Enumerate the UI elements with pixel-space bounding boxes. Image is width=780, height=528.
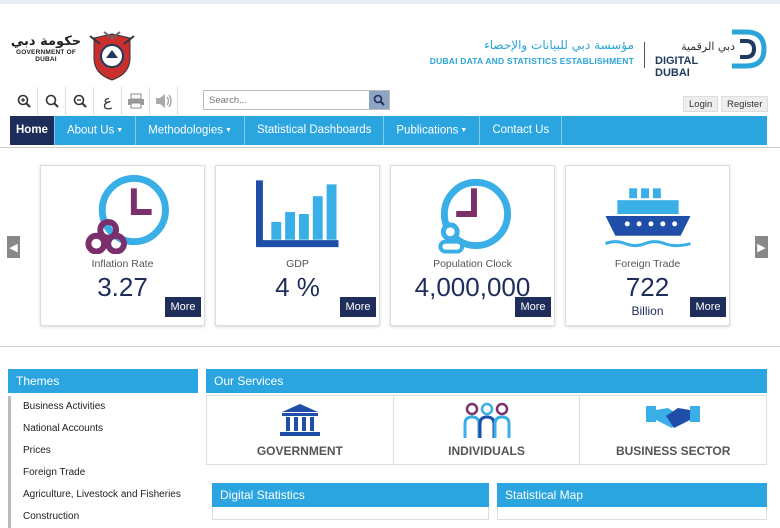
nav-publications-label: Publications — [396, 124, 459, 137]
theme-item[interactable]: Foreign Trade — [8, 462, 198, 484]
card-label: Population Clock — [433, 258, 512, 270]
theme-item[interactable]: Business Activities — [8, 396, 198, 418]
themes-header: Themes — [8, 369, 198, 393]
government-building-icon — [279, 404, 320, 436]
more-button[interactable]: More — [340, 297, 376, 317]
dd-ar-text: دبي الرقمية — [681, 40, 735, 53]
service-label: GOVERNMENT — [256, 444, 343, 458]
inflation-rate-icon — [85, 174, 169, 254]
more-button[interactable]: More — [515, 297, 551, 317]
magnifier-icon[interactable] — [38, 87, 66, 115]
card-label: Inflation Rate — [91, 258, 154, 270]
theme-item[interactable]: Agriculture, Livestock and Fisheries — [8, 484, 198, 506]
statistical-map-panel — [497, 507, 767, 520]
statistical-map-header[interactable]: Statistical Map — [497, 483, 767, 507]
arabic-glyph: ع — [103, 92, 112, 110]
chevron-left-icon: ◀ — [9, 241, 18, 254]
search-box — [203, 90, 390, 110]
more-button[interactable]: More — [165, 297, 201, 317]
digital-statistics-panel — [212, 507, 489, 520]
register-link[interactable]: Register — [721, 96, 769, 112]
card-unit: Billion — [631, 304, 664, 318]
nav-contact-label: Contact Us — [492, 124, 550, 136]
logo-divider — [644, 42, 645, 68]
site-header: حكومة دبي GOVERNMENT OF DUBAI — [0, 4, 780, 88]
nav-contact-us[interactable]: Contact Us — [480, 116, 563, 145]
gov-en-text: GOVERNMENT OF DUBAI — [15, 49, 77, 63]
handshake-icon — [646, 406, 701, 428]
zoom-in-icon[interactable] — [10, 87, 38, 115]
theme-item[interactable]: Construction — [8, 506, 198, 528]
nav-statistical-dashboards[interactable]: Statistical Dashboards — [245, 116, 385, 145]
main-nav: Home About Us ▼ Methodologies ▼ Statistica… — [10, 116, 767, 145]
government-of-dubai-logo[interactable]: حكومة دبي GOVERNMENT OF DUBAI — [6, 34, 86, 63]
card-value: 722 — [625, 272, 670, 302]
people-group-icon — [463, 402, 510, 438]
carousel-next-button[interactable]: ▶ — [755, 236, 768, 258]
chevron-right-icon: ▶ — [757, 241, 766, 254]
nav-methodologies[interactable]: Methodologies ▼ — [136, 116, 245, 145]
caret-down-icon: ▼ — [116, 127, 124, 134]
search-icon — [373, 94, 385, 106]
digital-dubai-logo[interactable]: دبي الرقمية DIGITAL DUBAI — [655, 40, 735, 79]
cargo-ship-icon — [604, 188, 691, 248]
nav-home-label: Home — [16, 124, 48, 136]
print-icon[interactable] — [122, 87, 150, 115]
speaker-icon[interactable] — [150, 87, 178, 115]
card-value: 3.27 — [97, 272, 148, 302]
services-panel: GOVERNMENT INDIVIDUALS BUSINESS SECTOR — [206, 395, 767, 465]
service-business-sector[interactable]: BUSINESS SECTOR — [580, 396, 766, 464]
dubai-emblem-icon — [89, 31, 135, 81]
theme-item[interactable]: Prices — [8, 440, 198, 462]
nav-about-us[interactable]: About Us ▼ — [55, 116, 137, 145]
dsc-logo[interactable]: مؤسسة دبي للبيانات والإحصاء DUBAI DATA A… — [418, 38, 634, 66]
card-label: Foreign Trade — [614, 258, 681, 270]
service-label: BUSINESS SECTOR — [615, 444, 731, 458]
service-individuals[interactable]: INDIVIDUALS — [394, 396, 581, 464]
card-value: 4,000,000 — [414, 272, 531, 302]
search-button[interactable] — [369, 91, 389, 109]
nav-about-label: About Us — [66, 124, 115, 137]
arabic-language-icon[interactable]: ع — [94, 87, 122, 115]
accessibility-toolbar: ع — [10, 86, 178, 116]
nav-publications[interactable]: Publications ▼ — [384, 116, 481, 145]
zoom-out-icon[interactable] — [66, 87, 94, 115]
top-strip — [0, 0, 780, 4]
nav-dashboards-label: Statistical Dashboards — [256, 124, 372, 136]
services-header: Our Services — [206, 369, 767, 393]
gdp-bar-chart-icon — [256, 180, 339, 248]
digital-statistics-header[interactable]: Digital Statistics — [212, 483, 489, 507]
card-label: GDP — [286, 258, 309, 270]
carousel-prev-button[interactable]: ◀ — [7, 236, 20, 258]
search-input[interactable] — [204, 91, 369, 109]
indicator-card-population: Population Clock 4,000,000 More — [390, 165, 555, 326]
service-label: INDIVIDUALS — [448, 444, 525, 458]
indicator-card-gdp: GDP 4 % More — [215, 165, 380, 326]
caret-down-icon: ▼ — [225, 127, 232, 134]
more-button[interactable]: More — [690, 297, 726, 317]
dsc-ar-text: مؤسسة دبي للبيانات والإحصاء — [484, 38, 634, 52]
theme-item[interactable]: National Accounts — [8, 418, 198, 440]
divider — [0, 147, 780, 148]
indicator-card-foreign-trade: Foreign Trade 722 Billion More — [565, 165, 730, 326]
caret-down-icon: ▼ — [460, 127, 468, 134]
divider — [0, 346, 780, 347]
nav-home[interactable]: Home — [10, 116, 55, 145]
card-value: 4 % — [275, 272, 320, 302]
dd-en-text: DIGITAL DUBAI — [655, 55, 698, 79]
indicator-card-inflation: Inflation Rate 3.27 More — [40, 165, 205, 326]
service-government[interactable]: GOVERNMENT — [207, 396, 394, 464]
population-clock-icon — [438, 178, 512, 254]
login-link[interactable]: Login — [683, 96, 719, 112]
nav-methodologies-label: Methodologies — [148, 124, 224, 137]
dsc-en-text: DUBAI DATA AND STATISTICS ESTABLISHMENT — [429, 56, 634, 66]
themes-list: Business Activities National Accounts Pr… — [8, 396, 198, 528]
digital-dubai-mark-icon — [732, 29, 767, 69]
gov-ar-text: حكومة دبي — [10, 34, 82, 49]
